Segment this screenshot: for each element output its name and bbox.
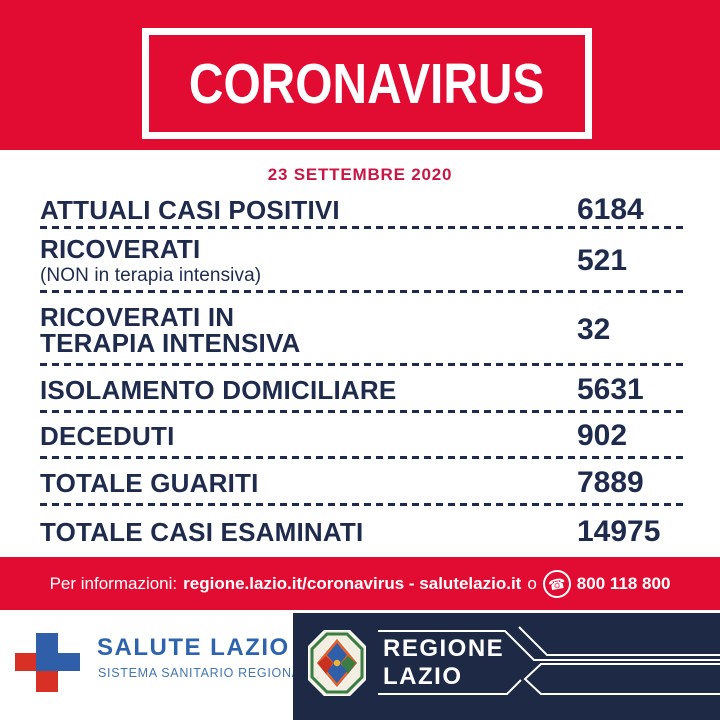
table-row: TOTALE CASI ESAMINATI 14975 xyxy=(40,506,683,558)
table-row: RICOVERATI IN TERAPIA INTENSIVA 32 xyxy=(40,293,683,366)
info-bar: Per informazioni: regione.lazio.it/coron… xyxy=(0,557,720,610)
stat-label: TOTALE CASI ESAMINATI xyxy=(40,517,364,547)
logo-strip: SALUTE LAZIO SISTEMA SANITARIO REGIONALE… xyxy=(0,610,720,720)
stat-value: 7889 xyxy=(577,465,644,499)
stat-value: 6184 xyxy=(577,192,644,226)
stat-label: ISOLAMENTO DOMICILIARE xyxy=(40,374,397,405)
stat-label: ATTUALI CASI POSITIVI xyxy=(40,194,340,225)
regione-lazio-name-line1: REGIONE xyxy=(383,635,505,662)
table-row: DECEDUTI 902 xyxy=(40,413,683,459)
salute-lazio-name: SALUTE LAZIO xyxy=(97,634,290,661)
cross-red-left xyxy=(15,653,36,671)
stat-label: DECEDUTI xyxy=(40,421,175,451)
stat-label: RICOVERATI xyxy=(40,233,201,264)
info-links[interactable]: regione.lazio.it/coronavirus - salutelaz… xyxy=(183,573,522,593)
stat-value: 902 xyxy=(577,419,628,452)
regione-lazio-ribbon-lines xyxy=(378,626,720,695)
regione-lazio-block: REGIONE LAZIO xyxy=(293,613,720,720)
stat-value: 521 xyxy=(577,244,628,277)
stat-sublabel: (NON in terapia intensiva) xyxy=(40,264,262,286)
stat-value: 14975 xyxy=(577,515,661,548)
table-row: RICOVERATI (NON in terapia intensiva) 52… xyxy=(40,229,683,293)
cross-blue-mid xyxy=(36,653,80,671)
cross-red-bottom xyxy=(36,671,58,692)
regione-lazio-name-line2: LAZIO xyxy=(383,663,463,690)
salute-lazio-cross-icon xyxy=(0,610,90,720)
info-prefix: Per informazioni: xyxy=(49,573,178,593)
stats-table: ATTUALI CASI POSITIVI 6184 RICOVERATI (N… xyxy=(40,190,683,558)
phone-icon: ☎ xyxy=(540,567,574,600)
report-date: 23 SETTEMBRE 2020 xyxy=(267,165,453,184)
table-row: ATTUALI CASI POSITIVI 6184 xyxy=(40,190,683,229)
stat-label: TOTALE GUARITI xyxy=(40,467,259,498)
page-title: CORONAVIRUS xyxy=(189,51,545,116)
stat-value: 5631 xyxy=(577,372,644,406)
stat-value: 32 xyxy=(577,312,611,346)
table-row: ISOLAMENTO DOMICILIARE 5631 xyxy=(40,366,683,413)
info-connector: o xyxy=(527,573,537,593)
phone-number[interactable]: 800 118 800 xyxy=(576,573,671,593)
title-box: CORONAVIRUS xyxy=(142,28,592,139)
salute-lazio-subtitle: SISTEMA SANITARIO REGIONALE xyxy=(98,666,318,680)
cross-blue-top xyxy=(36,633,58,653)
regione-lazio-emblem-icon xyxy=(308,630,366,696)
header-banner: CORONAVIRUS xyxy=(0,0,720,150)
stat-label: RICOVERATI IN TERAPIA INTENSIVA xyxy=(40,301,301,358)
table-row: TOTALE GUARITI 7889 xyxy=(40,459,683,506)
